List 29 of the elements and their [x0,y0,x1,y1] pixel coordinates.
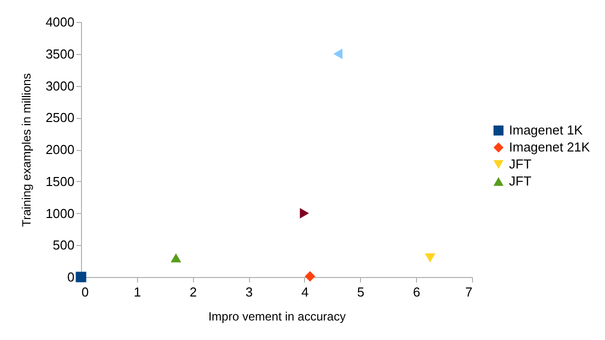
point [424,253,436,262]
legend-label: Imagenet 21K [509,140,590,154]
point [76,272,86,282]
y-tick-label: 4000 [46,14,74,30]
x-axis-title: Impro vement in accuracy [208,310,346,324]
x-tick-label: 1 [134,284,141,300]
y-tick-label: 3000 [46,78,74,94]
x-tick-label: 3 [245,284,253,300]
y-tick-label: 2000 [46,142,74,157]
legend-label: Imagenet 1K [509,122,584,138]
legend-label: JFT [509,156,532,172]
point [333,48,342,60]
point [300,208,309,218]
x-tick-label: 2 [190,284,197,300]
y-tick-label: 3500 [46,46,74,62]
y-tick-label: 0 [67,270,74,284]
legend-label: JFT [509,174,532,188]
x-tick-label: 4 [301,284,309,300]
x-tick-label: 7 [465,284,472,300]
y-tick-label: 500 [52,238,74,253]
point [304,271,316,282]
x-tick-label: 5 [357,284,364,300]
y-tick-label: 1000 [46,206,74,221]
x-tick-label: 6 [413,284,420,300]
x-tick-label: 0 [82,284,89,300]
y-axis-title: Training examples in millions [20,73,34,227]
point [170,253,182,262]
y-tick-label: 2500 [46,110,74,126]
y-tick-label: 1500 [46,174,74,189]
